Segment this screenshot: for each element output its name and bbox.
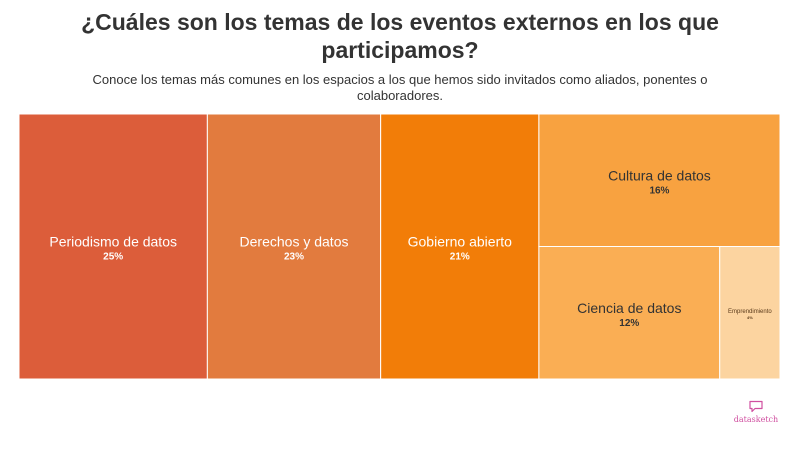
chart-title: ¿Cuáles son los temas de los eventos ext…	[81, 9, 719, 63]
treemap-rect[interactable]	[18, 113, 208, 380]
treemap-rect[interactable]	[538, 246, 721, 380]
treemap-rect[interactable]	[719, 246, 781, 380]
tile-label: Cultura de datos	[608, 167, 711, 183]
tile-label: Emprendimiento	[728, 309, 772, 315]
treemap-tile-derechos-y-datos[interactable]: Derechos y datos 23%	[206, 113, 382, 380]
datasketch-logo: datasketch	[724, 400, 788, 424]
logo-text: datasketch	[733, 415, 779, 424]
treemap-tile-cultura-de-datos[interactable]: Cultura de datos 16%	[538, 113, 781, 247]
treemap-rect[interactable]	[206, 113, 382, 380]
tile-label: Gobierno abierto	[408, 234, 513, 250]
tile-value: 16%	[649, 185, 669, 196]
tile-value: 12%	[619, 318, 639, 329]
tile-value: 25%	[103, 252, 123, 263]
tile-label: Derechos y datos	[240, 234, 349, 250]
treemap-tile-periodismo-de-datos[interactable]: Periodismo de datos 25%	[18, 113, 208, 380]
chat-bubble-icon	[749, 400, 763, 413]
tile-label: Periodismo de datos	[49, 234, 177, 250]
chart-subtitle: Conoce los temas más comunes en los espa…	[92, 72, 708, 103]
tile-value: 21%	[450, 252, 470, 263]
treemap-tile-ciencia-de-datos[interactable]: Ciencia de datos 12%	[538, 246, 721, 380]
treemap-rect[interactable]	[380, 113, 540, 380]
tile-value: 23%	[284, 252, 304, 263]
treemap-tile-gobierno-abierto[interactable]: Gobierno abierto 21%	[380, 113, 540, 380]
tile-value: 4%	[747, 315, 753, 320]
treemap-rect[interactable]	[538, 113, 781, 247]
tile-label: Ciencia de datos	[577, 300, 681, 316]
